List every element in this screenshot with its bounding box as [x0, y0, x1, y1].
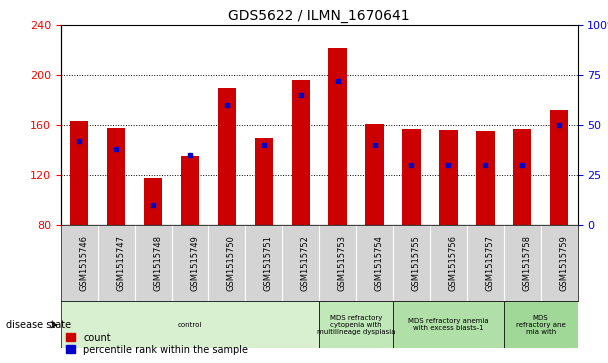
Bar: [402, 129, 421, 225]
Bar: [255, 138, 273, 225]
Text: GSM1515751: GSM1515751: [264, 235, 273, 291]
Text: MDS
refractory ane
mia with: MDS refractory ane mia with: [516, 315, 565, 335]
Legend: count, percentile rank within the sample: count, percentile rank within the sample: [66, 333, 248, 355]
Text: GSM1515759: GSM1515759: [559, 235, 568, 291]
Text: GSM1515746: GSM1515746: [79, 235, 88, 291]
Text: GSM1515747: GSM1515747: [116, 235, 125, 291]
Bar: [107, 128, 125, 225]
Bar: [291, 80, 310, 225]
Bar: [393, 301, 504, 348]
Text: GSM1515757: GSM1515757: [485, 235, 494, 291]
Bar: [70, 122, 89, 225]
Text: control: control: [178, 322, 202, 328]
Title: GDS5622 / ILMN_1670641: GDS5622 / ILMN_1670641: [229, 9, 410, 23]
Text: GSM1515753: GSM1515753: [337, 235, 347, 291]
Bar: [365, 124, 384, 225]
Text: GSM1515755: GSM1515755: [412, 235, 421, 291]
Text: MDS refractory anemia
with excess blasts-1: MDS refractory anemia with excess blasts…: [408, 318, 489, 331]
Bar: [476, 131, 494, 225]
Text: GSM1515758: GSM1515758: [522, 235, 531, 291]
Text: GSM1515748: GSM1515748: [153, 235, 162, 291]
Text: GSM1515749: GSM1515749: [190, 235, 199, 291]
Bar: [439, 130, 458, 225]
Bar: [504, 301, 578, 348]
Bar: [61, 301, 319, 348]
Text: GSM1515750: GSM1515750: [227, 235, 236, 291]
Bar: [181, 156, 199, 225]
Bar: [513, 129, 531, 225]
Bar: [319, 301, 393, 348]
Bar: [218, 88, 236, 225]
Bar: [328, 48, 347, 225]
Text: MDS refractory
cytopenia with
multilineage dysplasia: MDS refractory cytopenia with multilinea…: [317, 315, 395, 335]
Text: GSM1515754: GSM1515754: [375, 235, 384, 291]
Bar: [550, 110, 568, 225]
Bar: [144, 178, 162, 225]
Text: GSM1515752: GSM1515752: [301, 235, 309, 291]
Text: GSM1515756: GSM1515756: [449, 235, 457, 291]
Text: disease state: disease state: [6, 320, 71, 330]
